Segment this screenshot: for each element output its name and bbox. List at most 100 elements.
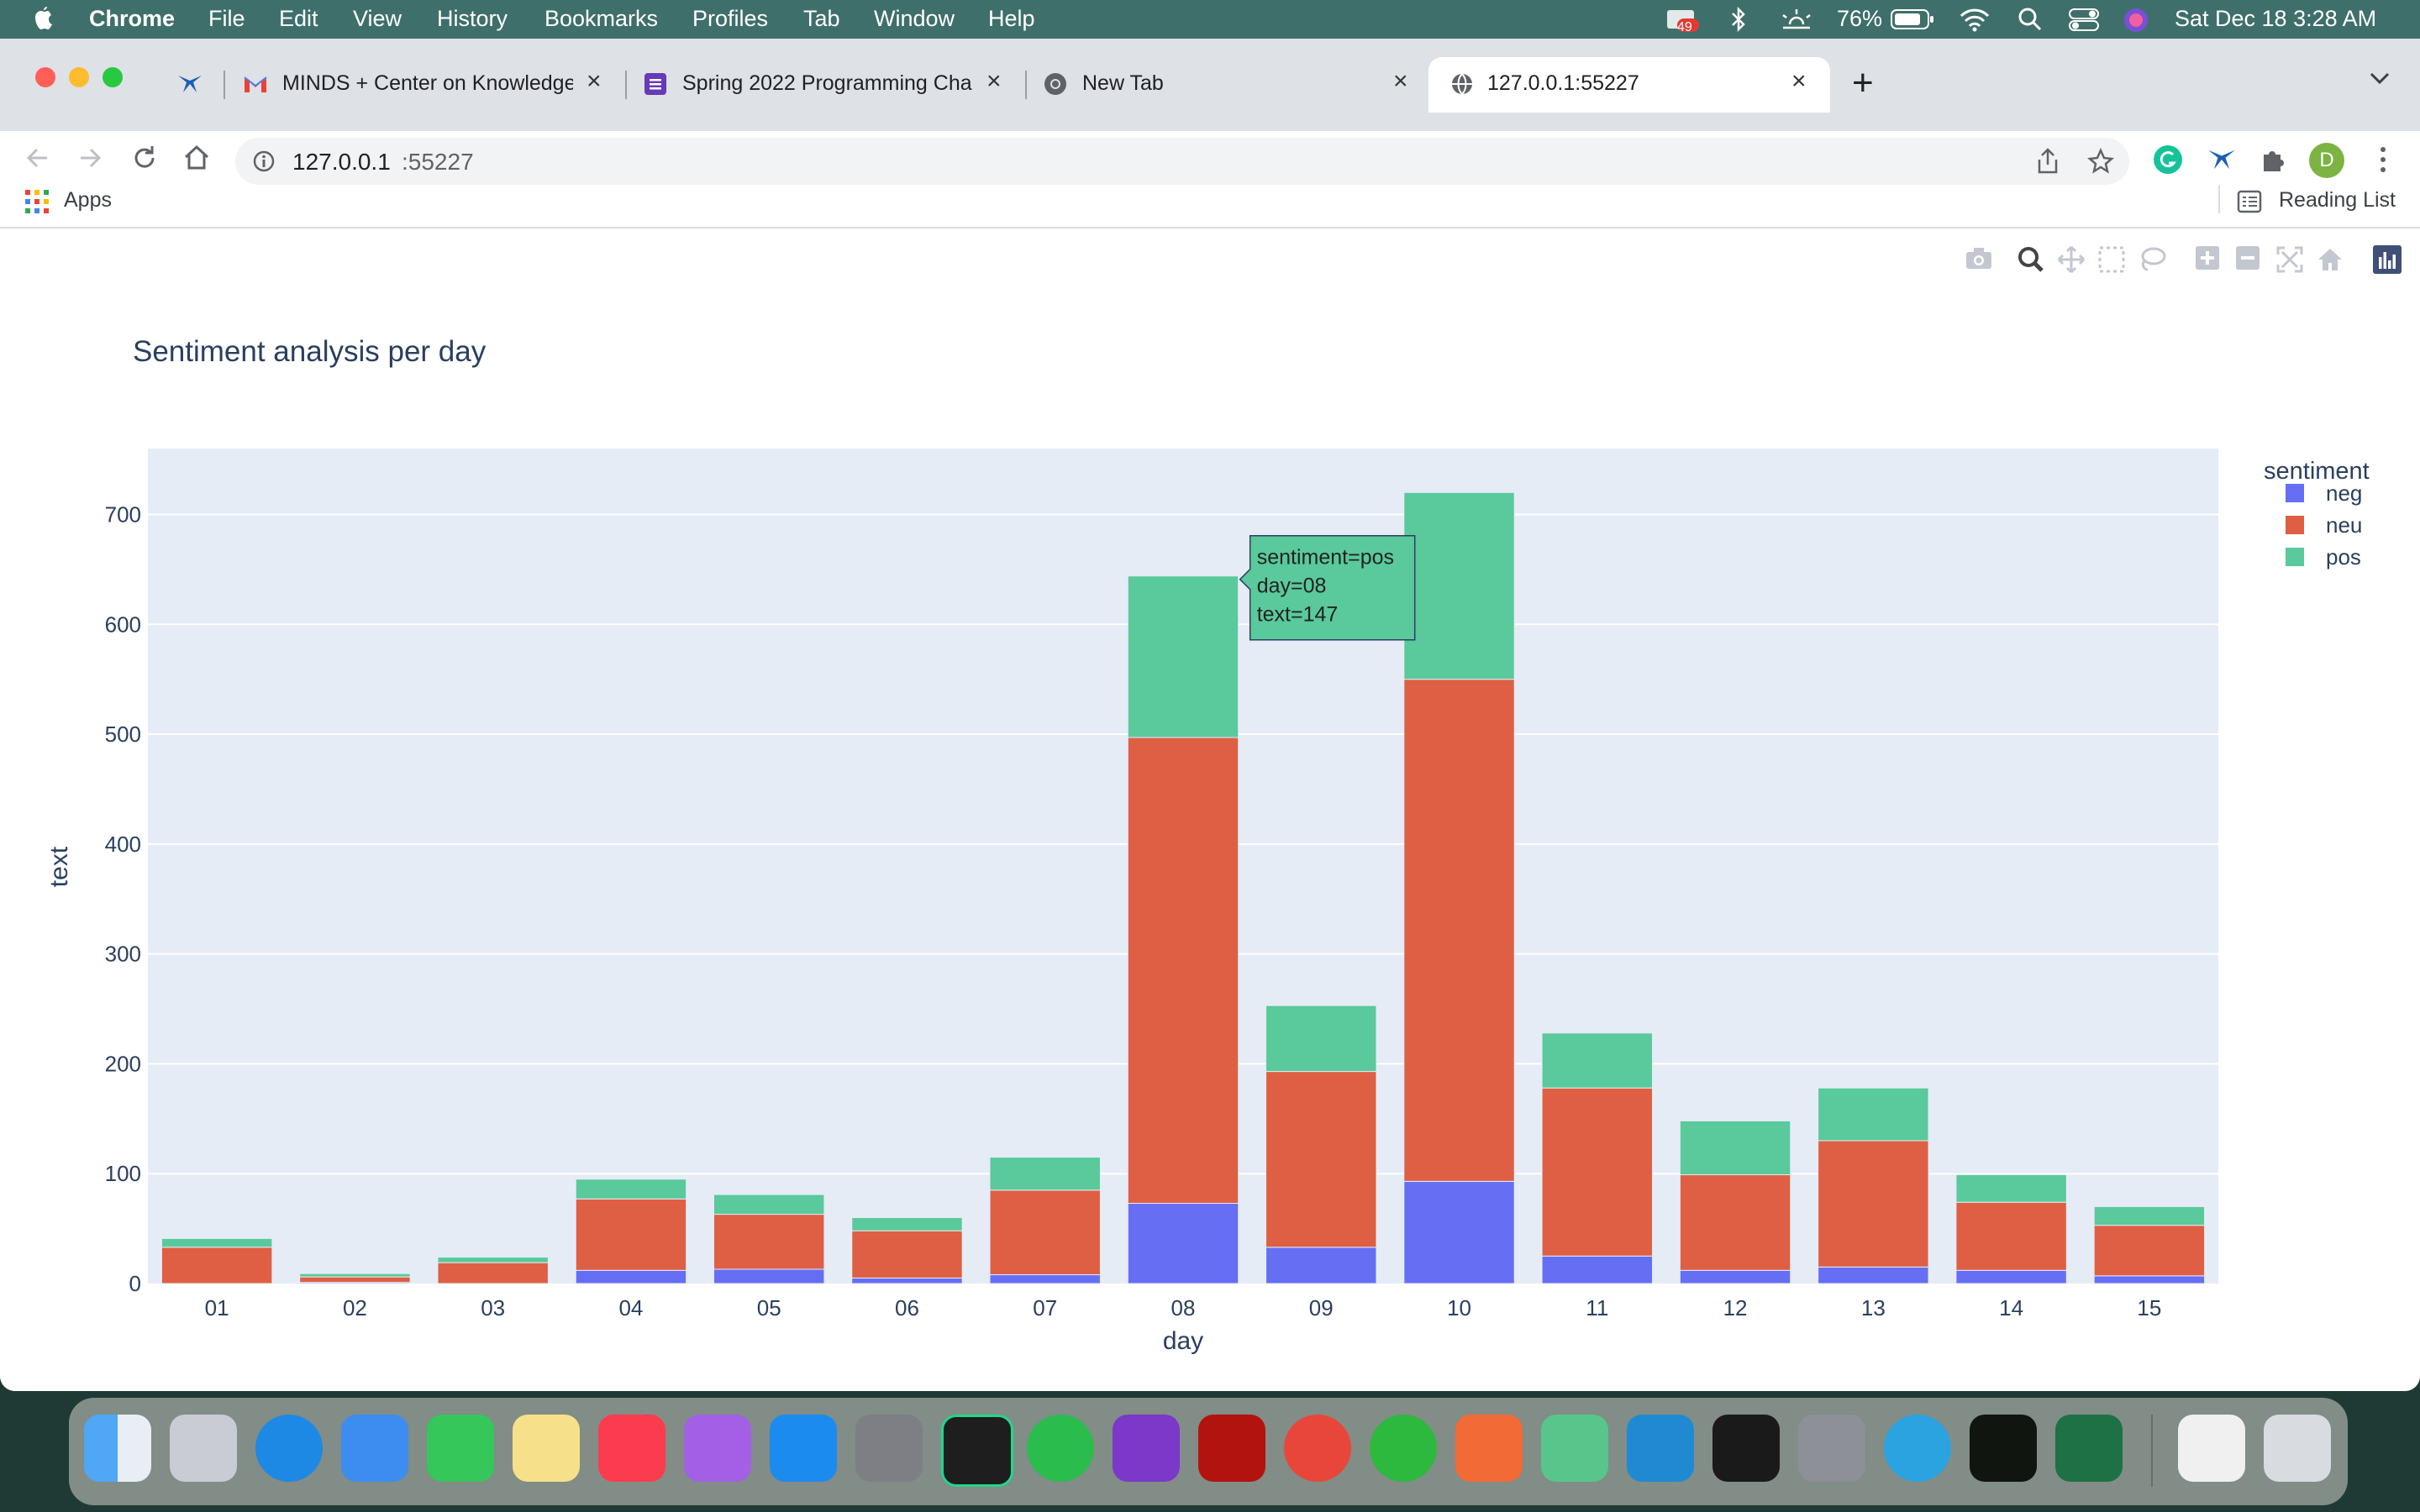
music-icon[interactable] <box>598 1415 666 1482</box>
bar-pos-15[interactable] <box>2093 1205 2206 1226</box>
legend-swatch-pos[interactable] <box>2286 548 2304 566</box>
siri-icon[interactable] <box>2123 7 2149 39</box>
grammarly-icon[interactable] <box>2153 144 2183 179</box>
plotly-logo-icon[interactable] <box>2373 245 2402 281</box>
close-window-button[interactable] <box>35 67 55 87</box>
finder-icon[interactable] <box>84 1415 151 1482</box>
tab-new-tab[interactable]: New Tab × <box>1035 57 1422 113</box>
bar-pos-09[interactable] <box>1265 1005 1377 1073</box>
autoscale-icon[interactable] <box>2275 245 2304 281</box>
extensions-puzzle-icon[interactable] <box>2259 144 2289 179</box>
bar-neu-01[interactable] <box>160 1247 273 1284</box>
bar-pos-06[interactable] <box>851 1217 963 1231</box>
apps-grid-icon[interactable] <box>25 190 49 218</box>
system-preferences-icon[interactable] <box>855 1415 923 1482</box>
bar-pos-03[interactable] <box>437 1257 549 1263</box>
menu-view[interactable]: View <box>353 6 402 31</box>
bar-neu-13[interactable] <box>1818 1140 1929 1268</box>
reading-list-label[interactable]: Reading List <box>2279 188 2396 212</box>
menu-profiles[interactable]: Profiles <box>692 6 769 31</box>
bar-neu-10[interactable] <box>1403 679 1515 1182</box>
bar-neu-14[interactable] <box>1955 1201 2067 1271</box>
menu-tab[interactable]: Tab <box>803 6 840 31</box>
wifi-icon[interactable] <box>1958 6 1991 39</box>
legend-label-neg[interactable]: neg <box>2326 480 2362 506</box>
menu-edit[interactable]: Edit <box>279 6 318 31</box>
tab-close-icon[interactable]: × <box>587 67 602 95</box>
bar-pos-07[interactable] <box>989 1157 1101 1191</box>
bar-neg-15[interactable] <box>2093 1275 2206 1284</box>
back-arrow-icon[interactable] <box>22 143 52 181</box>
bar-neu-11[interactable] <box>1541 1087 1654 1257</box>
bar-neu-09[interactable] <box>1265 1071 1377 1248</box>
bar-pos-01[interactable] <box>160 1237 273 1248</box>
new-tab-button[interactable]: + <box>1852 62 1874 103</box>
battery-icon[interactable] <box>1891 8 1934 36</box>
home-icon[interactable] <box>182 143 212 181</box>
menu-help[interactable]: Help <box>988 6 1035 31</box>
safari-icon[interactable] <box>255 1415 323 1482</box>
lasso-select-icon[interactable] <box>2138 245 2166 281</box>
menu-history[interactable]: History <box>437 6 508 31</box>
bar-neu-15[interactable] <box>2093 1225 2206 1277</box>
bar-neg-11[interactable] <box>1541 1255 1654 1284</box>
menubar-clock[interactable]: Sat Dec 18 3:28 AM <box>2175 6 2377 31</box>
legend-swatch-neu[interactable] <box>2286 516 2304 534</box>
tab-search-chevron-icon[interactable] <box>2368 71 2391 92</box>
tab-close-icon[interactable]: × <box>1791 67 1807 95</box>
pinned-tab[interactable] <box>168 57 218 113</box>
database-icon[interactable] <box>1798 1415 1865 1482</box>
menu-file[interactable]: File <box>208 6 245 31</box>
extension-y-icon[interactable] <box>2207 144 2237 179</box>
pan-icon[interactable] <box>2057 245 2086 281</box>
bar-neu-04[interactable] <box>575 1198 687 1271</box>
download-camera-icon[interactable] <box>1965 245 1993 277</box>
legend-label-neu[interactable]: neu <box>2326 512 2362 538</box>
bar-pos-11[interactable] <box>1541 1032 1654 1089</box>
mail-icon[interactable] <box>341 1415 408 1482</box>
legend-swatch-neg[interactable] <box>2286 484 2304 502</box>
bar-pos-12[interactable] <box>1679 1120 1791 1176</box>
share-icon[interactable] <box>2035 148 2060 179</box>
bar-neu-06[interactable] <box>851 1230 963 1278</box>
tab-close-icon[interactable]: × <box>986 67 1002 95</box>
trash-icon[interactable] <box>2264 1415 2331 1482</box>
bar-neu-03[interactable] <box>437 1262 549 1284</box>
atom-icon[interactable] <box>1541 1415 1608 1482</box>
bar-neg-12[interactable] <box>1679 1269 1791 1284</box>
bar-pos-04[interactable] <box>575 1179 687 1200</box>
reload-icon[interactable] <box>129 143 160 181</box>
bar-neu-08[interactable] <box>1127 737 1239 1205</box>
facetime-icon[interactable] <box>427 1415 494 1482</box>
forward-arrow-icon[interactable] <box>76 143 106 181</box>
bar-neg-10[interactable] <box>1403 1180 1515 1284</box>
mail-notification-icon[interactable] <box>1665 5 1699 39</box>
apple-icon[interactable] <box>32 6 55 39</box>
box-select-icon[interactable] <box>2097 245 2126 281</box>
pycharm-icon[interactable] <box>941 1415 1013 1487</box>
zoom-magnifier-icon[interactable] <box>2017 245 2045 281</box>
onenote-icon[interactable] <box>1113 1415 1180 1482</box>
apps-bookmark[interactable]: Apps <box>64 188 112 212</box>
acrobat-icon[interactable] <box>1198 1415 1265 1482</box>
bar-pos-14[interactable] <box>1955 1174 2067 1203</box>
zoom-in-icon[interactable] <box>2195 245 2220 277</box>
postman-icon[interactable] <box>1455 1415 1523 1482</box>
bar-neu-02[interactable] <box>299 1276 411 1284</box>
bar-neg-08[interactable] <box>1127 1203 1239 1284</box>
tab-localhost-active[interactable]: 127.0.0.1:55227 × <box>1428 57 1830 113</box>
zoom-out-icon[interactable] <box>2235 245 2260 277</box>
csv-file-icon[interactable] <box>2178 1415 2245 1482</box>
app-store-icon[interactable] <box>770 1415 837 1482</box>
bar-pos-02[interactable] <box>299 1273 411 1278</box>
telegram-icon[interactable] <box>1884 1415 1951 1482</box>
bar-neu-07[interactable] <box>989 1189 1101 1276</box>
activity-monitor-icon[interactable] <box>1970 1415 2037 1482</box>
menu-bookmarks[interactable]: Bookmarks <box>544 6 659 31</box>
tab-close-icon[interactable]: × <box>1393 67 1408 95</box>
bar-pos-10[interactable] <box>1403 491 1515 680</box>
bar-neg-05[interactable] <box>713 1268 825 1284</box>
control-center-icon[interactable] <box>2069 8 2099 38</box>
evernote-icon[interactable] <box>1370 1415 1437 1482</box>
bar-neg-13[interactable] <box>1818 1266 1929 1284</box>
